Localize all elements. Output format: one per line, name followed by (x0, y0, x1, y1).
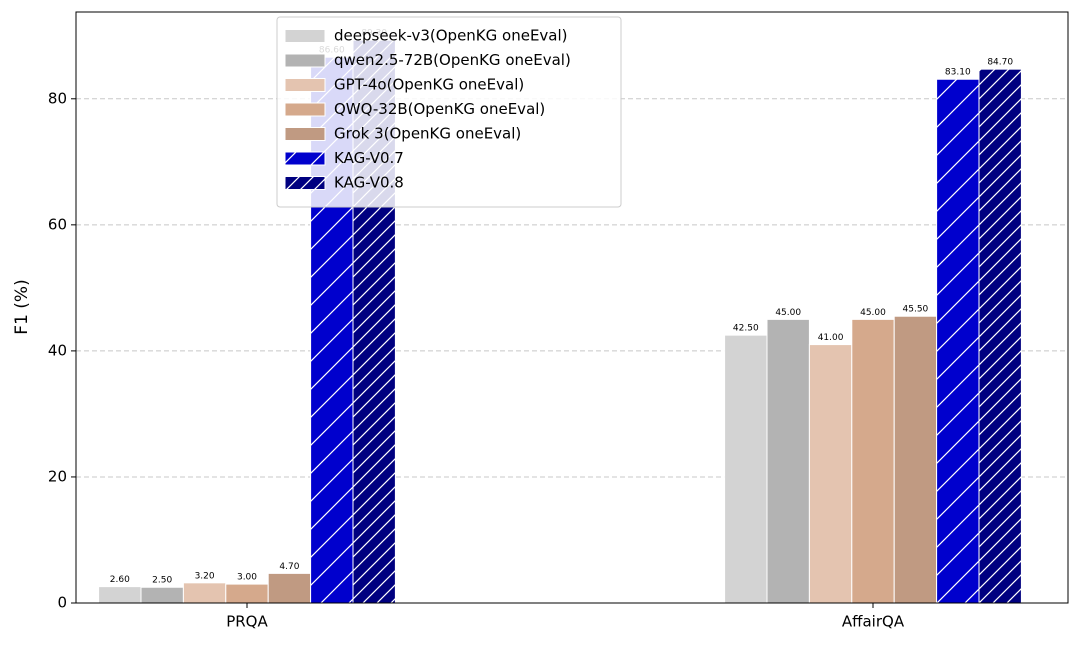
x-tick-label: PRQA (226, 613, 268, 631)
bar (978, 68, 1022, 604)
legend-swatch (284, 78, 326, 92)
value-label: 2.50 (152, 576, 172, 586)
y-tick-label: 80 (48, 89, 67, 107)
value-label: 84.70 (987, 58, 1013, 68)
value-label: 45.00 (860, 308, 886, 318)
value-label: 83.10 (945, 68, 971, 78)
bar (724, 334, 768, 604)
bar (225, 583, 269, 604)
value-label: 45.00 (775, 308, 801, 318)
bar (267, 572, 312, 604)
bar (182, 582, 227, 604)
value-label: 3.00 (237, 573, 257, 583)
value-label: 3.20 (195, 571, 215, 581)
y-tick-label: 40 (48, 341, 67, 359)
x-tick-label: AffairQA (842, 613, 905, 631)
legend-label: KAG-V0.7 (334, 149, 404, 167)
value-label: 42.50 (733, 324, 759, 334)
legend: deepseek-v3(OpenKG oneEval) qwen2.5-72B(O… (276, 16, 622, 208)
legend-swatch (284, 176, 326, 190)
value-label: 41.00 (818, 333, 844, 343)
plot-frame (75, 11, 1069, 604)
legend-label: Grok 3(OpenKG oneEval) (334, 125, 521, 143)
value-label: 2.60 (110, 575, 130, 585)
legend-swatch (284, 29, 326, 43)
bar (893, 315, 938, 604)
value-label: 45.50 (903, 305, 929, 315)
y-axis-label: F1 (%) (12, 279, 32, 334)
legend-label: GPT-4o(OpenKG oneEval) (334, 76, 524, 94)
legend-swatch (284, 53, 326, 68)
bar (808, 344, 853, 604)
value-label: 4.70 (279, 562, 299, 572)
bar (936, 78, 980, 604)
bar (98, 586, 142, 604)
y-tick-label: 60 (48, 215, 67, 233)
legend-label: QWQ-32B(OpenKG oneEval) (334, 100, 545, 118)
bar (140, 586, 184, 604)
y-tick-label: 0 (57, 594, 67, 612)
legend-swatch (284, 127, 326, 141)
y-tick-label: 20 (48, 467, 67, 485)
legend-label: KAG-V0.8 (334, 174, 404, 192)
bar (766, 318, 810, 604)
legend-label: deepseek-v3(OpenKG oneEval) (334, 27, 568, 45)
legend-swatch (284, 151, 326, 166)
legend-box (276, 16, 622, 208)
legend-label: qwen2.5-72B(OpenKG oneEval) (334, 51, 571, 69)
legend-swatch (284, 102, 326, 117)
bar (851, 318, 895, 604)
